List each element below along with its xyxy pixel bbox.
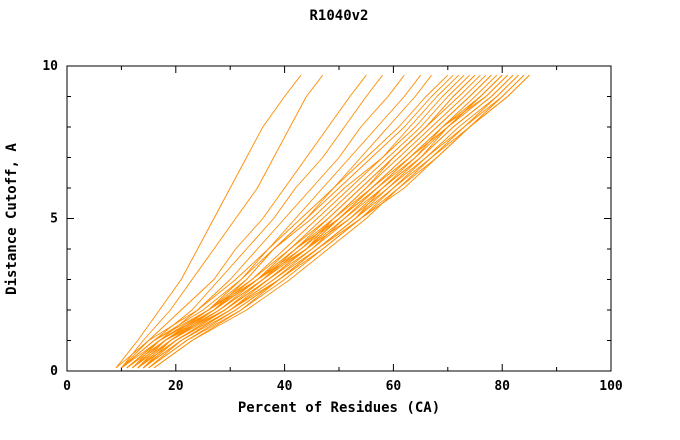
y-tick-label: 10 [42, 59, 58, 74]
model-curve [121, 74, 367, 369]
x-tick-label: 40 [277, 379, 293, 394]
model-curve [121, 74, 481, 369]
model-curve [121, 74, 324, 369]
model-curve [142, 74, 530, 369]
model-curve [115, 74, 302, 369]
y-tick-label: 0 [50, 364, 58, 379]
y-axis-label: Distance Cutoff, A [4, 143, 20, 295]
model-curve [131, 74, 405, 369]
x-axis-label: Percent of Residues (CA) [238, 400, 440, 416]
model-curve [132, 74, 525, 369]
model-curve [142, 74, 432, 369]
chart-title: R1040v2 [309, 8, 368, 24]
x-tick-label: 100 [599, 379, 623, 394]
x-tick-label: 60 [386, 379, 402, 394]
model-curve [115, 74, 449, 369]
model-curve [137, 74, 421, 369]
ticks-layer: 0 20 40 60 80 100 0 5 10 [42, 59, 623, 394]
series-layer [115, 74, 530, 369]
model-curve [153, 74, 503, 369]
model-curve [121, 74, 454, 369]
x-tick-label: 0 [63, 379, 71, 394]
model-curve [153, 74, 525, 369]
x-tick-label: 80 [494, 379, 510, 394]
x-tick-label: 20 [168, 379, 184, 394]
model-curve [121, 74, 383, 369]
y-tick-label: 5 [50, 212, 58, 227]
model-curve [126, 74, 503, 369]
model-curve [142, 74, 476, 369]
